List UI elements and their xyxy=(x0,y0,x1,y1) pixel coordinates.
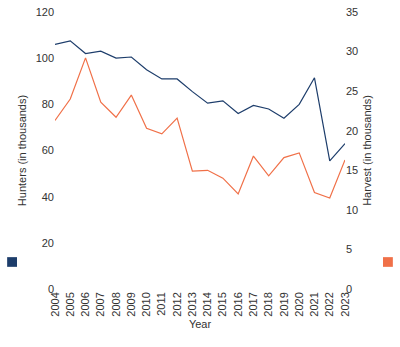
svg-text:Harvest (in thousands): Harvest (in thousands) xyxy=(361,95,373,206)
svg-text:10: 10 xyxy=(346,204,358,216)
svg-text:2008: 2008 xyxy=(110,292,122,316)
svg-text:30: 30 xyxy=(346,45,358,57)
svg-text:100: 100 xyxy=(36,52,54,64)
svg-text:2004: 2004 xyxy=(49,292,61,316)
svg-text:20: 20 xyxy=(42,237,54,249)
svg-text:2020: 2020 xyxy=(293,292,305,316)
svg-text:2009: 2009 xyxy=(125,292,137,316)
svg-text:35: 35 xyxy=(346,6,358,18)
svg-text:2013: 2013 xyxy=(186,292,198,316)
svg-text:2005: 2005 xyxy=(64,292,76,316)
svg-text:2015: 2015 xyxy=(216,292,228,316)
svg-text:2018: 2018 xyxy=(262,292,274,316)
svg-text:2019: 2019 xyxy=(278,292,290,316)
svg-text:2017: 2017 xyxy=(247,292,259,316)
svg-text:60: 60 xyxy=(42,144,54,156)
svg-text:2007: 2007 xyxy=(94,292,106,316)
svg-text:2006: 2006 xyxy=(79,292,91,316)
svg-text:2023: 2023 xyxy=(339,292,351,316)
svg-text:25: 25 xyxy=(346,85,358,97)
svg-text:2021: 2021 xyxy=(308,292,320,316)
svg-text:20: 20 xyxy=(346,125,358,137)
svg-text:0: 0 xyxy=(346,283,352,295)
svg-text:Year: Year xyxy=(189,318,212,330)
svg-text:80: 80 xyxy=(42,98,54,110)
svg-text:120: 120 xyxy=(36,6,54,18)
svg-text:2016: 2016 xyxy=(232,292,244,316)
svg-text:15: 15 xyxy=(346,164,358,176)
svg-text:2011: 2011 xyxy=(155,292,167,316)
svg-text:40: 40 xyxy=(42,191,54,203)
svg-text:Hunters (in thousands): Hunters (in thousands) xyxy=(16,95,28,206)
svg-text:2012: 2012 xyxy=(171,292,183,316)
svg-text:0: 0 xyxy=(48,283,54,295)
svg-text:5: 5 xyxy=(346,243,352,255)
svg-text:2014: 2014 xyxy=(201,292,213,316)
svg-text:2022: 2022 xyxy=(323,292,335,316)
svg-text:2010: 2010 xyxy=(140,292,152,316)
